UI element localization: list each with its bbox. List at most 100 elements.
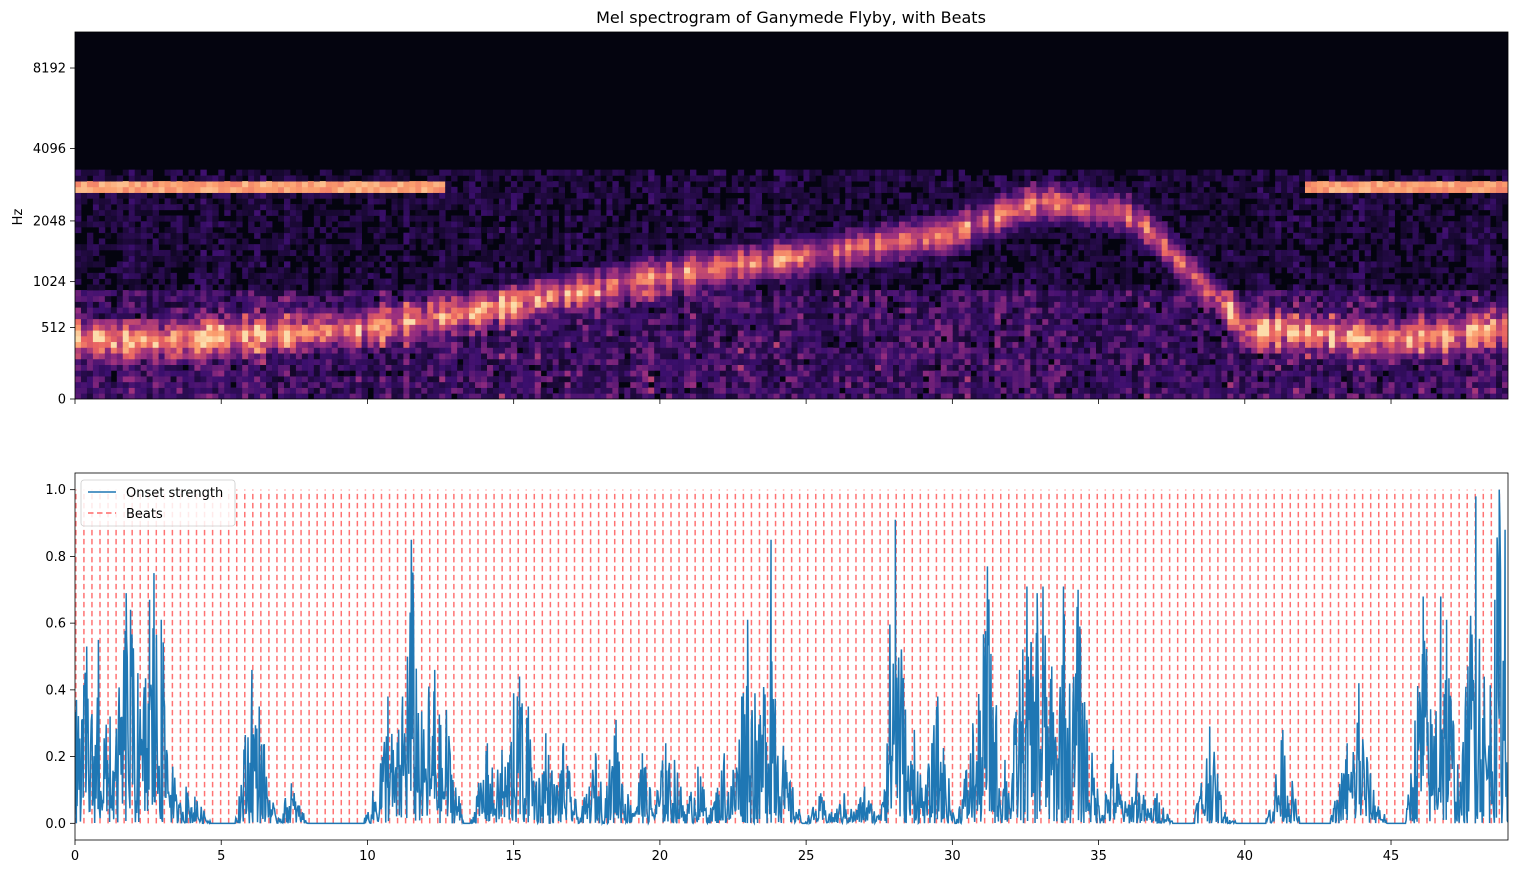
spectrogram-cell	[86, 284, 94, 291]
spectrogram-cell	[343, 301, 351, 308]
spectrogram-cell	[254, 169, 261, 176]
spectrogram-cell	[301, 295, 309, 302]
spectrogram-cell	[445, 295, 452, 302]
spectrogram-cell	[75, 175, 82, 182]
spectrogram-cell	[433, 353, 440, 360]
spectrogram-cell	[212, 215, 219, 222]
spectrogram-cell	[684, 175, 691, 182]
spectrogram-cell	[576, 381, 583, 388]
spectrogram-cell	[755, 376, 763, 383]
spectrogram-cell	[469, 169, 476, 176]
spectrogram-cell	[492, 255, 500, 262]
spectrogram-cell	[516, 221, 524, 228]
spectrogram-cell	[230, 335, 237, 343]
spectrogram-cell	[821, 181, 828, 188]
spectrogram-cell	[815, 330, 822, 337]
spectrogram-cell	[695, 312, 703, 320]
spectrogram-cell	[863, 175, 870, 182]
spectrogram-cell	[301, 353, 309, 360]
spectrogram-cell	[558, 358, 566, 365]
spectrogram-cell	[642, 318, 649, 325]
spectrogram-cell	[875, 341, 882, 348]
spectrogram-cell	[230, 387, 237, 394]
spectrogram-cell	[236, 387, 243, 394]
spectrogram-cell	[278, 284, 285, 291]
spectrogram-cell	[779, 204, 786, 211]
spectrogram-cell	[594, 330, 601, 337]
spectrogram-cell	[469, 186, 476, 193]
spectrogram-cell	[660, 347, 667, 354]
spectrogram-cell	[594, 244, 601, 251]
spectrogram-cell	[731, 312, 739, 320]
spectrogram-cell	[648, 209, 655, 216]
spectrogram-cell	[713, 221, 721, 228]
spectrogram-cell	[266, 312, 273, 320]
spectrogram-cell	[534, 376, 542, 383]
spectrogram-cell	[504, 358, 512, 365]
spectrogram-cell	[910, 238, 918, 245]
spectrogram-cell	[773, 238, 780, 245]
spectrogram-cell	[254, 232, 261, 239]
spectrogram-cell	[576, 186, 583, 193]
spectrogram-cell	[385, 284, 392, 291]
spectrogram-cell	[606, 347, 613, 354]
spectrogram-cell	[725, 312, 733, 320]
spectrogram-cell	[660, 215, 667, 222]
spectrogram-cell	[552, 169, 560, 176]
spectrogram-cell	[898, 221, 906, 228]
spectrogram-cell	[475, 244, 482, 251]
spectrogram-cell	[104, 358, 112, 365]
spectrogram-cell	[576, 301, 583, 308]
spectrogram-cell	[701, 358, 709, 365]
spectrogram-cell	[224, 318, 231, 325]
spectrogram-cell	[319, 318, 327, 325]
spectrogram-cell	[707, 232, 715, 239]
spectrogram-cell	[475, 221, 482, 228]
spectrogram-cell	[707, 376, 715, 383]
spectrogram-cell	[230, 341, 237, 348]
spectrogram-cell	[373, 198, 380, 205]
spectrogram-cell	[833, 370, 840, 377]
spectrogram-cell	[212, 290, 219, 297]
spectrogram-cell	[451, 330, 458, 337]
spectrogram-cell	[851, 204, 858, 211]
spectrogram-cell	[409, 255, 416, 262]
spectrogram-cell	[248, 381, 255, 388]
spectrogram-cell	[200, 318, 207, 325]
spectrogram-cell	[236, 341, 243, 348]
spectrogram-cell	[887, 169, 894, 176]
spectrogram-cell	[642, 278, 649, 285]
spectrogram-cell	[833, 364, 840, 371]
spectrogram-cell	[409, 341, 416, 348]
spectrogram-cell	[343, 318, 351, 325]
spectrogram-cell	[642, 244, 649, 251]
spectrogram-cell	[475, 215, 482, 222]
spectrogram-cell	[737, 255, 745, 262]
spectrogram-cell	[409, 284, 416, 291]
spectrogram-cell	[552, 376, 560, 383]
spectrogram-cell	[522, 301, 530, 308]
spectrogram-cell	[743, 204, 751, 211]
spectrogram-cell	[731, 307, 739, 314]
spectrogram-cell	[594, 393, 601, 399]
spectrogram-cell	[910, 330, 918, 337]
spectrogram-cell	[152, 186, 159, 193]
spectrogram-cell	[158, 255, 165, 262]
spectrogram-cell	[851, 249, 858, 257]
spectrogram-cell	[910, 295, 918, 302]
spectrogram-cell	[570, 255, 577, 262]
spectrogram-cell	[236, 290, 243, 297]
spectrogram-cell	[415, 209, 422, 216]
spectrogram-cell	[176, 244, 183, 251]
spectrogram-cell	[707, 284, 715, 291]
spectrogram-cell	[809, 215, 816, 222]
spectrogram-cell	[170, 221, 177, 228]
spectrogram-cell	[528, 341, 536, 348]
spectrogram-cell	[510, 301, 518, 308]
spectrogram-cell	[463, 169, 470, 176]
spectrogram-cell	[475, 324, 482, 331]
spectrogram-cell	[427, 370, 434, 377]
spectrogram-cell	[558, 318, 566, 325]
spectrogram-cell	[737, 312, 745, 320]
spectrogram-cell	[248, 318, 255, 325]
